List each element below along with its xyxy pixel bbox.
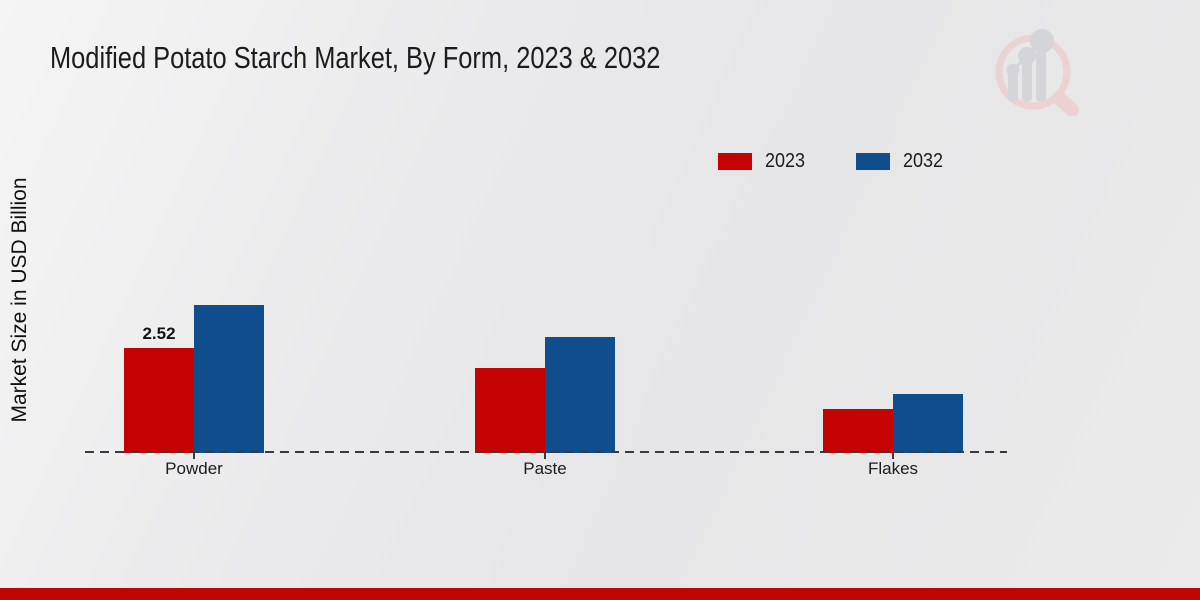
- bar-2023-paste: [475, 368, 545, 453]
- category-label-powder: Powder: [165, 459, 223, 478]
- footer-accent-bar: [0, 588, 1200, 600]
- legend-label-2032: 2032: [902, 150, 943, 172]
- legend-swatch-2023: [718, 153, 752, 170]
- x-axis-tick-paste: [544, 453, 546, 459]
- x-axis-baseline: [85, 451, 1007, 453]
- legend-item-2032: 2032: [855, 150, 948, 173]
- bar-2032-paste: [545, 337, 615, 453]
- x-axis-tick-powder: [193, 453, 195, 459]
- magnifier-bar-chart-logo: [995, 29, 1079, 116]
- legend: 2023 2032: [718, 150, 947, 173]
- category-label-flakes: Flakes: [867, 459, 919, 478]
- legend-item-2023: 2023: [718, 150, 810, 173]
- legend-swatch-2032: [855, 153, 890, 170]
- chart-title: Modified Potato Starch Market, By Form, …: [50, 40, 661, 75]
- legend-label-2023: 2023: [765, 150, 806, 172]
- bar-2032-powder: [194, 305, 264, 453]
- bar-2023-powder: [124, 348, 194, 453]
- bar-2032-flakes: [893, 394, 963, 453]
- bar-value-label-2023-powder: 2.52: [142, 324, 176, 343]
- x-axis-tick-flakes: [892, 453, 894, 459]
- bar-2023-flakes: [823, 409, 893, 453]
- category-label-paste: Paste: [523, 459, 567, 478]
